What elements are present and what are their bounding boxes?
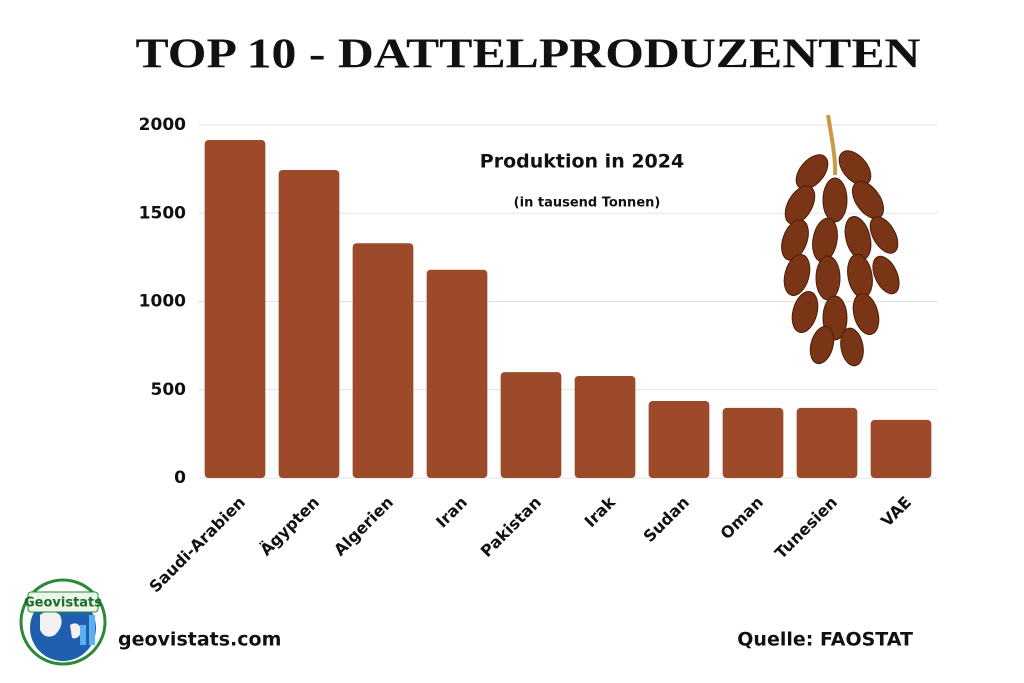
- y-tick-label: 2000: [139, 115, 186, 135]
- bar: [426, 269, 488, 478]
- dates-illustration: [781, 114, 900, 367]
- unit-note: (in tausend Tonnen): [514, 196, 661, 211]
- y-tick-label: 1500: [139, 203, 186, 223]
- bar: [204, 140, 266, 478]
- chart-title: TOP 10 - DATTELPRODUZENTEN: [136, 32, 921, 78]
- bar: [870, 419, 932, 478]
- bar: [648, 401, 710, 478]
- y-tick-label: 1000: [139, 292, 186, 312]
- y-tick-label: 500: [151, 380, 187, 400]
- logo: Geovistats: [19, 578, 107, 666]
- bar: [500, 372, 562, 478]
- bar: [278, 170, 340, 478]
- bar: [796, 407, 858, 478]
- bar: [574, 375, 636, 478]
- subtitle: Produktion in 2024: [480, 151, 684, 173]
- bar: [722, 407, 784, 478]
- website: geovistats.com: [118, 629, 281, 651]
- source: Quelle: FAOSTAT: [737, 629, 913, 651]
- bar: [352, 243, 414, 478]
- y-tick-label: 0: [174, 468, 186, 488]
- logo-text: Geovistats: [24, 596, 102, 611]
